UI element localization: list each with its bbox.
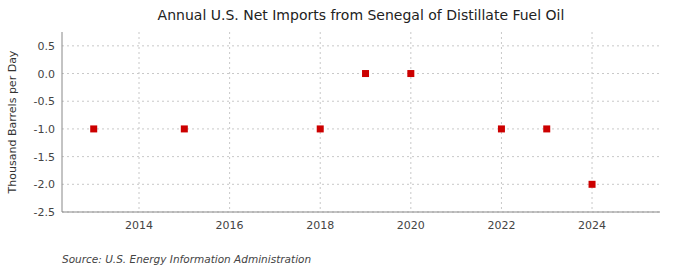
point xyxy=(362,70,369,77)
point xyxy=(317,125,324,132)
x-tick-label: 2016 xyxy=(216,219,244,232)
points xyxy=(90,70,595,188)
y-grid-line xyxy=(62,45,660,46)
y-tick-label: -1.5 xyxy=(34,151,55,164)
point xyxy=(543,125,550,132)
axes: 0.5 0.0 -0.5 -1.0 -1.5 -2.0 -2.5 2014 2016 2018 20… xyxy=(34,32,660,232)
x-grid-line xyxy=(320,32,321,212)
y-grid-line xyxy=(62,156,660,157)
y-grid-line xyxy=(62,73,660,74)
y-axis-label: Thousand Barrels per Day xyxy=(6,50,19,194)
source-note: Source: U.S. Energy Information Administ… xyxy=(62,253,311,265)
point xyxy=(498,125,505,132)
point xyxy=(407,70,414,77)
y-grid-line xyxy=(62,128,660,129)
point xyxy=(589,181,596,188)
y-grid-line xyxy=(62,184,660,185)
x-grid-line xyxy=(501,32,502,212)
point xyxy=(181,125,188,132)
x-grid-line xyxy=(139,32,140,212)
x-grid-line xyxy=(229,32,230,212)
y-tick-label: -2.0 xyxy=(34,178,55,191)
x-axis-line xyxy=(62,212,660,213)
x-tick-label: 2020 xyxy=(397,219,425,232)
y-tick-label: 0.0 xyxy=(38,68,56,81)
point xyxy=(90,125,97,132)
y-grid-line xyxy=(62,101,660,102)
y-tick-label: -2.5 xyxy=(34,206,55,219)
x-tick-label: 2018 xyxy=(306,219,334,232)
x-tick-label: 2024 xyxy=(578,219,606,232)
y-axis-line xyxy=(62,32,63,212)
x-tick-label: 2022 xyxy=(487,219,515,232)
chart: Annual U.S. Net Imports from Senegal of … xyxy=(0,0,675,275)
y-tick-label: 0.5 xyxy=(38,40,56,53)
grid xyxy=(62,32,660,212)
x-tick-label: 2014 xyxy=(125,219,153,232)
y-grid-line xyxy=(62,212,660,213)
title: Annual U.S. Net Imports from Senegal of … xyxy=(158,7,565,23)
x-grid-line xyxy=(410,32,411,212)
y-tick-label: -1.0 xyxy=(34,123,55,136)
y-tick-label: -0.5 xyxy=(34,95,55,108)
